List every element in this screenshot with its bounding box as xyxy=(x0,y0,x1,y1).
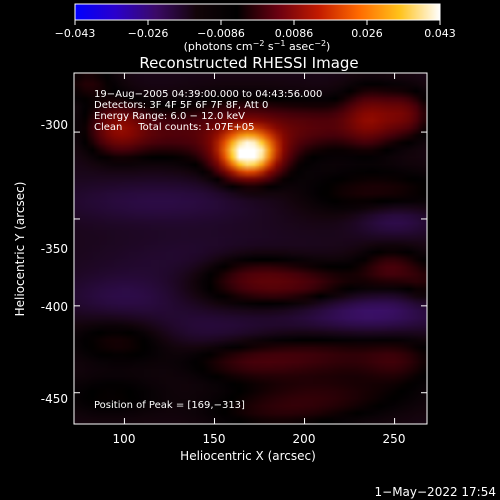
heatmap-image xyxy=(74,73,427,424)
colorbar-tick-label: −0.0086 xyxy=(197,27,245,40)
colorbar-tick-label: −0.043 xyxy=(55,27,96,40)
colorbar-ticks xyxy=(74,20,441,25)
y-axis-label: Heliocentric Y (arcsec) xyxy=(13,182,27,317)
render-date: 1−May−2022 17:54 xyxy=(375,485,497,499)
colorbar-tick-label: 0.043 xyxy=(424,27,456,40)
x-axis-label: Heliocentric X (arcsec) xyxy=(180,449,316,463)
colorbar-units: (photons cm−2 s−1 asec−2) xyxy=(184,39,331,53)
y-tick-label: -400 xyxy=(41,300,68,314)
peak-position-label: Position of Peak = [169,−313] xyxy=(94,400,245,411)
colorbar-tick-label: 0.026 xyxy=(351,27,383,40)
annotation-line: Clean Total counts: 1.07E+05 xyxy=(94,122,254,133)
y-tick-label: -300 xyxy=(41,118,68,132)
annotation-line: 19−Aug−2005 04:39:00.000 to 04:43:56.000 xyxy=(94,89,322,100)
x-tick-label: 100 xyxy=(113,432,136,446)
y-tick-label: -350 xyxy=(41,242,68,256)
plot-area xyxy=(73,72,428,425)
annotation-line: Energy Range: 6.0 − 12.0 keV xyxy=(94,111,245,122)
colorbar: −0.043 −0.026 −0.0086 0.0086 0.026 0.043… xyxy=(55,3,456,53)
chart-title: Reconstructed RHESSI Image xyxy=(139,54,358,72)
x-tick-label: 250 xyxy=(383,432,406,446)
colorbar-gradient xyxy=(74,3,441,21)
y-tick-label: -450 xyxy=(41,392,68,406)
x-tick-label: 200 xyxy=(293,432,316,446)
x-tick-label: 150 xyxy=(203,432,226,446)
plot-frame xyxy=(73,72,428,425)
annotation-line: Detectors: 3F 4F 5F 6F 7F 8F, Att 0 xyxy=(94,100,268,111)
colorbar-tick-label: 0.0086 xyxy=(275,27,314,40)
colorbar-tick-label: −0.026 xyxy=(128,27,169,40)
axis-ticks xyxy=(74,73,427,424)
